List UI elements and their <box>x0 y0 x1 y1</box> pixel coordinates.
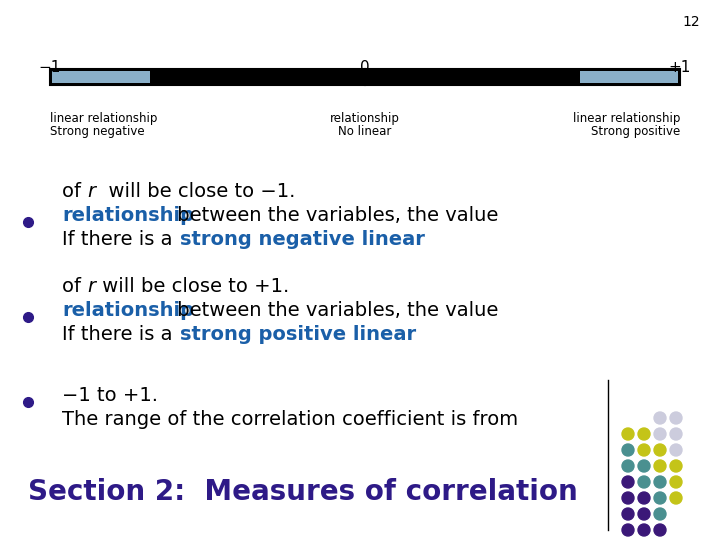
Text: −1: −1 <box>39 60 61 75</box>
Circle shape <box>622 508 634 520</box>
Text: Strong positive: Strong positive <box>590 125 680 138</box>
Text: 12: 12 <box>683 15 700 29</box>
Circle shape <box>670 428 682 440</box>
Circle shape <box>622 444 634 456</box>
Circle shape <box>654 508 666 520</box>
Text: Strong negative: Strong negative <box>50 125 145 138</box>
Circle shape <box>638 476 650 488</box>
Circle shape <box>670 444 682 456</box>
Circle shape <box>654 476 666 488</box>
Circle shape <box>670 492 682 504</box>
Bar <box>50 69 680 85</box>
Circle shape <box>638 444 650 456</box>
Text: 0: 0 <box>360 60 370 75</box>
Text: linear relationship: linear relationship <box>572 112 680 125</box>
Circle shape <box>654 524 666 536</box>
Text: between the variables, the value: between the variables, the value <box>171 206 498 225</box>
Text: r: r <box>87 277 95 296</box>
Circle shape <box>670 476 682 488</box>
Text: −1 to +1.: −1 to +1. <box>62 386 158 405</box>
Text: Section 2:  Measures of correlation: Section 2: Measures of correlation <box>28 478 577 506</box>
Circle shape <box>622 428 634 440</box>
Text: of: of <box>62 277 87 296</box>
Circle shape <box>638 524 650 536</box>
Text: The range of the correlation coefficient is from: The range of the correlation coefficient… <box>62 410 518 429</box>
Circle shape <box>638 428 650 440</box>
Text: relationship: relationship <box>62 301 194 320</box>
Circle shape <box>654 492 666 504</box>
Text: If there is a: If there is a <box>62 325 179 344</box>
Text: will be close to −1.: will be close to −1. <box>96 182 295 201</box>
Text: r: r <box>87 182 95 201</box>
Circle shape <box>654 444 666 456</box>
Text: +1: +1 <box>669 60 691 75</box>
Text: will be close to +1.: will be close to +1. <box>96 277 289 296</box>
Bar <box>52 71 150 83</box>
Circle shape <box>654 412 666 424</box>
Circle shape <box>654 428 666 440</box>
Circle shape <box>670 460 682 472</box>
Text: of: of <box>62 182 87 201</box>
Circle shape <box>638 460 650 472</box>
Text: If there is a: If there is a <box>62 230 179 249</box>
Text: relationship: relationship <box>62 206 194 225</box>
Text: relationship: relationship <box>330 112 400 125</box>
Circle shape <box>670 412 682 424</box>
Circle shape <box>622 492 634 504</box>
Circle shape <box>638 492 650 504</box>
Circle shape <box>622 476 634 488</box>
Text: linear relationship: linear relationship <box>50 112 158 125</box>
Circle shape <box>622 524 634 536</box>
Circle shape <box>654 460 666 472</box>
Text: strong negative linear: strong negative linear <box>179 230 425 249</box>
Circle shape <box>638 508 650 520</box>
Text: No linear: No linear <box>338 125 392 138</box>
Text: strong positive linear: strong positive linear <box>179 325 415 344</box>
Circle shape <box>622 460 634 472</box>
Bar <box>580 71 678 83</box>
Text: between the variables, the value: between the variables, the value <box>171 301 498 320</box>
